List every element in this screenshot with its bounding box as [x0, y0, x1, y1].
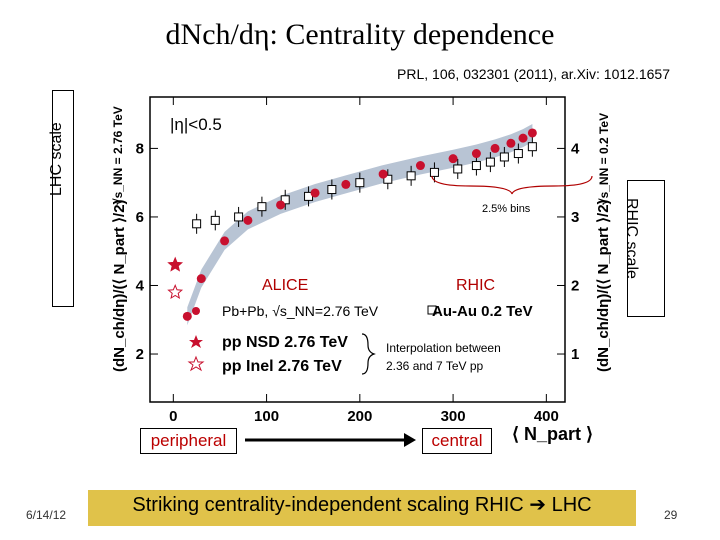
x-tick-label: 200: [347, 408, 372, 425]
rhic-scale-box: [627, 180, 665, 317]
reference-citation: PRL, 106, 032301 (2011), ar.Xiv: 1012.16…: [397, 66, 670, 82]
y-left-tick-label: 6: [136, 209, 144, 226]
data-points: [167, 128, 537, 321]
pp-nsd-point: [167, 256, 184, 272]
pbpb-point: [490, 143, 500, 153]
x-tick-label: 400: [534, 408, 559, 425]
y-right-tick-label: 2: [571, 277, 579, 294]
auau-point: [471, 161, 481, 171]
plot-frame: [149, 96, 566, 403]
auau-point: [327, 185, 337, 195]
y-right-tick-label: 3: [571, 209, 579, 226]
pbpb-point: [182, 311, 192, 321]
pbpb-point: [448, 154, 458, 164]
axis-ticks: 0 100 200 300 400 2 4 6 8 1 2 3 4: [136, 97, 580, 425]
y-left-tick-label: 4: [136, 277, 145, 294]
x-axis-label: ⟨ N_part ⟩: [512, 424, 593, 444]
x-tick-label: 100: [254, 408, 279, 425]
central-label: central: [422, 428, 492, 454]
interp-label-1: Interpolation between: [386, 341, 501, 355]
auau-point: [453, 164, 463, 174]
slide-title: dΝch/dη: Centrality dependence: [165, 18, 555, 51]
auau-point: [527, 142, 537, 152]
lhc-scale-box: [52, 90, 74, 307]
y-left-axis-top-label: √s_NN = 2.76 TeV: [111, 106, 125, 205]
x-tick-label: 0: [169, 408, 177, 425]
interp-label-2: 2.36 and 7 TeV pp: [386, 359, 484, 373]
pbpb-point: [518, 133, 528, 143]
auau-point: [355, 178, 365, 188]
legend-auau-marker: [427, 305, 437, 315]
y-left-axis-label: (dN_ch/dη)/(⟨ N_part ⟩/2): [111, 199, 128, 372]
pbpb-point: [341, 179, 351, 189]
pbpb-point: [276, 200, 286, 210]
bins-label: 2.5% bins: [482, 203, 531, 215]
pbpb-point: [527, 128, 537, 138]
pp-inel-point: [167, 283, 184, 300]
legend-auau-label: Au-Au 0.2 TeV: [432, 303, 533, 320]
legend-brace: [361, 333, 376, 375]
legend-pp-nsd-marker: [189, 335, 203, 348]
legend-pp-nsd-label: pp NSD 2.76 TeV: [222, 334, 348, 351]
auau-point: [280, 195, 290, 205]
pbpb-point: [243, 215, 253, 225]
auau-point: [234, 212, 244, 222]
y-right-axis-label: (dN_ch/dη)/(⟨ N_part ⟩/2): [595, 199, 612, 372]
y-left-tick-label: 8: [136, 140, 144, 157]
legend-pp-inel-marker: [187, 355, 205, 372]
legend-pbpb-label: Pb+Pb, √s_NN=2.76 TeV: [222, 303, 379, 319]
auau-point: [429, 167, 439, 177]
auau-point: [513, 149, 523, 159]
legend-pbpb-marker: [192, 307, 200, 315]
page-number: 29: [664, 508, 678, 522]
pbpb-point: [415, 161, 425, 171]
rhic-label: RHIC: [456, 277, 495, 294]
pbpb-point: [220, 236, 230, 246]
bins-brace: [431, 175, 593, 195]
footer-statement: Striking centrality-independent scaling …: [132, 494, 592, 516]
y-right-tick-label: 1: [571, 346, 579, 363]
alice-label: ALICE: [262, 277, 308, 294]
auau-point: [257, 202, 267, 212]
eta-cut-label: |η|<0.5: [170, 115, 222, 134]
pbpb-point: [196, 274, 206, 284]
pbpb-point: [506, 138, 516, 148]
auau-point: [499, 152, 509, 162]
pbpb-point: [378, 169, 388, 179]
peripheral-label: peripheral: [140, 428, 237, 454]
interpolation-band: [187, 124, 533, 326]
pbpb-point: [471, 149, 481, 159]
auau-point: [210, 215, 220, 225]
chart-frame: [149, 96, 566, 403]
arrow-head: [404, 433, 416, 447]
legend-pp-inel-label: pp Inel 2.76 TeV: [222, 358, 342, 375]
auau-point: [192, 219, 202, 229]
auau-point: [406, 171, 416, 181]
x-tick-label: 300: [441, 408, 466, 425]
footer-highlight: [88, 490, 636, 526]
auau-point: [383, 174, 393, 184]
y-right-axis-top-label: √s_NN = 0.2 TeV: [597, 113, 611, 205]
auau-point: [485, 157, 495, 167]
pbpb-point: [310, 188, 320, 198]
y-left-tick-label: 2: [136, 346, 144, 363]
slide-date: 6/14/12: [26, 508, 67, 522]
y-right-tick-label: 4: [571, 140, 580, 157]
